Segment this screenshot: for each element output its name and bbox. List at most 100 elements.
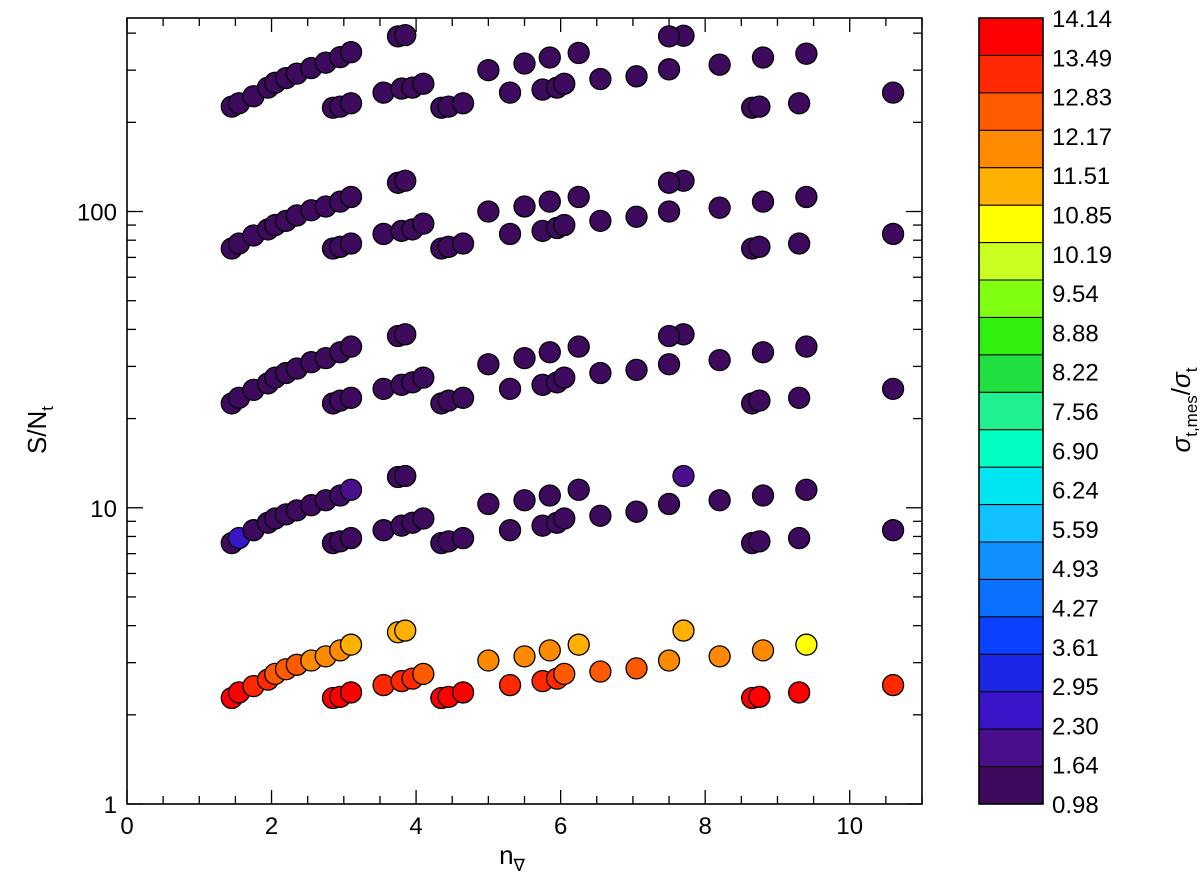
- data-point: [339, 633, 363, 656]
- colorbar-band: [979, 242, 1043, 281]
- colorbar-band: [979, 205, 1043, 244]
- colorbar-tick-label: 1.64: [1052, 753, 1099, 780]
- data-point: [412, 212, 435, 235]
- y-axis-label-main: S/N: [22, 411, 52, 454]
- data-point: [795, 42, 818, 65]
- colorbar-tick-label: 11.51: [1052, 163, 1110, 190]
- data-point: [394, 323, 417, 346]
- data-point: [589, 361, 612, 385]
- data-point: [625, 65, 648, 88]
- data-point: [553, 72, 576, 95]
- data-point: [477, 353, 500, 376]
- data-point: [881, 81, 905, 104]
- data-point: [657, 492, 681, 516]
- y-axis-label-sub: t: [38, 406, 57, 411]
- data-point: [795, 478, 818, 501]
- y-axis-label: S/Nt: [22, 406, 57, 454]
- colorbar-band: [979, 18, 1043, 56]
- colorbar-band: [979, 429, 1043, 468]
- data-point: [657, 324, 681, 348]
- y-tick-label: 10: [90, 496, 117, 523]
- data-point: [498, 81, 522, 104]
- data-point: [538, 484, 561, 507]
- data-point: [589, 67, 612, 91]
- data-point: [657, 58, 681, 81]
- x-axis-label: n∇: [499, 840, 525, 874]
- data-point: [451, 681, 475, 704]
- data-point: [708, 348, 731, 372]
- colorbar-tick-label: 8.88: [1052, 320, 1099, 347]
- data-point: [708, 53, 731, 76]
- data-point: [477, 492, 500, 516]
- colorbar-tick-label: 12.17: [1052, 124, 1112, 151]
- data-point: [339, 335, 363, 358]
- colorbar-label-main: σ: [1166, 435, 1196, 452]
- colorbar-band: [979, 691, 1043, 730]
- data-point: [498, 673, 522, 697]
- colorbar-band: [979, 317, 1043, 356]
- data-point: [748, 530, 771, 553]
- data-point: [553, 366, 576, 389]
- data-point: [708, 196, 731, 219]
- data-point: [787, 92, 811, 115]
- colorbar-band: [979, 392, 1043, 431]
- colorbar-tick-label: 8.22: [1052, 360, 1099, 387]
- data-point: [553, 213, 576, 237]
- colorbar-tick-label: 10.85: [1052, 203, 1112, 230]
- colorbar-tick-label: 13.49: [1052, 45, 1112, 72]
- data-point: [339, 386, 363, 409]
- data-point: [412, 366, 435, 389]
- colorbar-band: [979, 766, 1043, 805]
- data-point: [372, 377, 395, 400]
- data-point: [748, 235, 771, 258]
- data-point: [412, 662, 435, 686]
- data-point: [339, 41, 363, 64]
- plot-area: 0 2 4 6 8 10 1 10 100: [77, 17, 923, 840]
- data-point: [372, 81, 395, 104]
- colorbar-band: [979, 130, 1043, 169]
- data-point: [567, 185, 590, 209]
- data-point: [657, 200, 681, 223]
- data-point: [553, 662, 576, 686]
- plot-frame: [126, 17, 923, 805]
- data-point: [625, 358, 648, 382]
- colorbar-band: [979, 729, 1043, 768]
- data-point: [394, 23, 417, 47]
- data-point: [657, 353, 681, 376]
- data-point: [795, 335, 818, 358]
- data-point: [672, 619, 695, 642]
- colorbar-band: [979, 579, 1043, 618]
- data-point: [339, 478, 363, 501]
- colorbar-band: [979, 280, 1043, 318]
- colorbar-tick-label: 9.54: [1052, 281, 1099, 308]
- colorbar-label-sep: /: [1166, 387, 1196, 395]
- colorbar-label-sub2: t: [1182, 367, 1200, 372]
- data-point: [339, 185, 363, 209]
- data-point: [708, 645, 731, 668]
- colorbar-tick-label: 4.27: [1052, 596, 1099, 623]
- data-point: [751, 639, 775, 662]
- colorbar-tick-label: 4.93: [1052, 556, 1099, 583]
- data-point: [513, 195, 536, 218]
- x-axis-label-main: n: [499, 840, 513, 870]
- data-point: [477, 649, 500, 672]
- data-point: [751, 341, 775, 364]
- data-point: [339, 92, 363, 115]
- colorbar-tick-label: 7.56: [1052, 399, 1099, 426]
- colorbar-band: [979, 616, 1043, 655]
- data-point: [708, 489, 731, 512]
- data-point: [795, 185, 818, 209]
- data-point: [412, 507, 435, 530]
- colorbar-label-main2: σ: [1166, 371, 1196, 388]
- data-point: [881, 377, 905, 400]
- data-point: [787, 386, 811, 409]
- colorbar-tick-label: 6.24: [1052, 478, 1099, 505]
- data-point: [412, 72, 435, 95]
- data-point: [625, 657, 648, 680]
- data-point: [394, 464, 417, 488]
- data-point: [795, 633, 818, 656]
- data-point: [748, 95, 771, 118]
- colorbar-tick-label: 3.61: [1052, 635, 1099, 662]
- data-point: [538, 46, 561, 69]
